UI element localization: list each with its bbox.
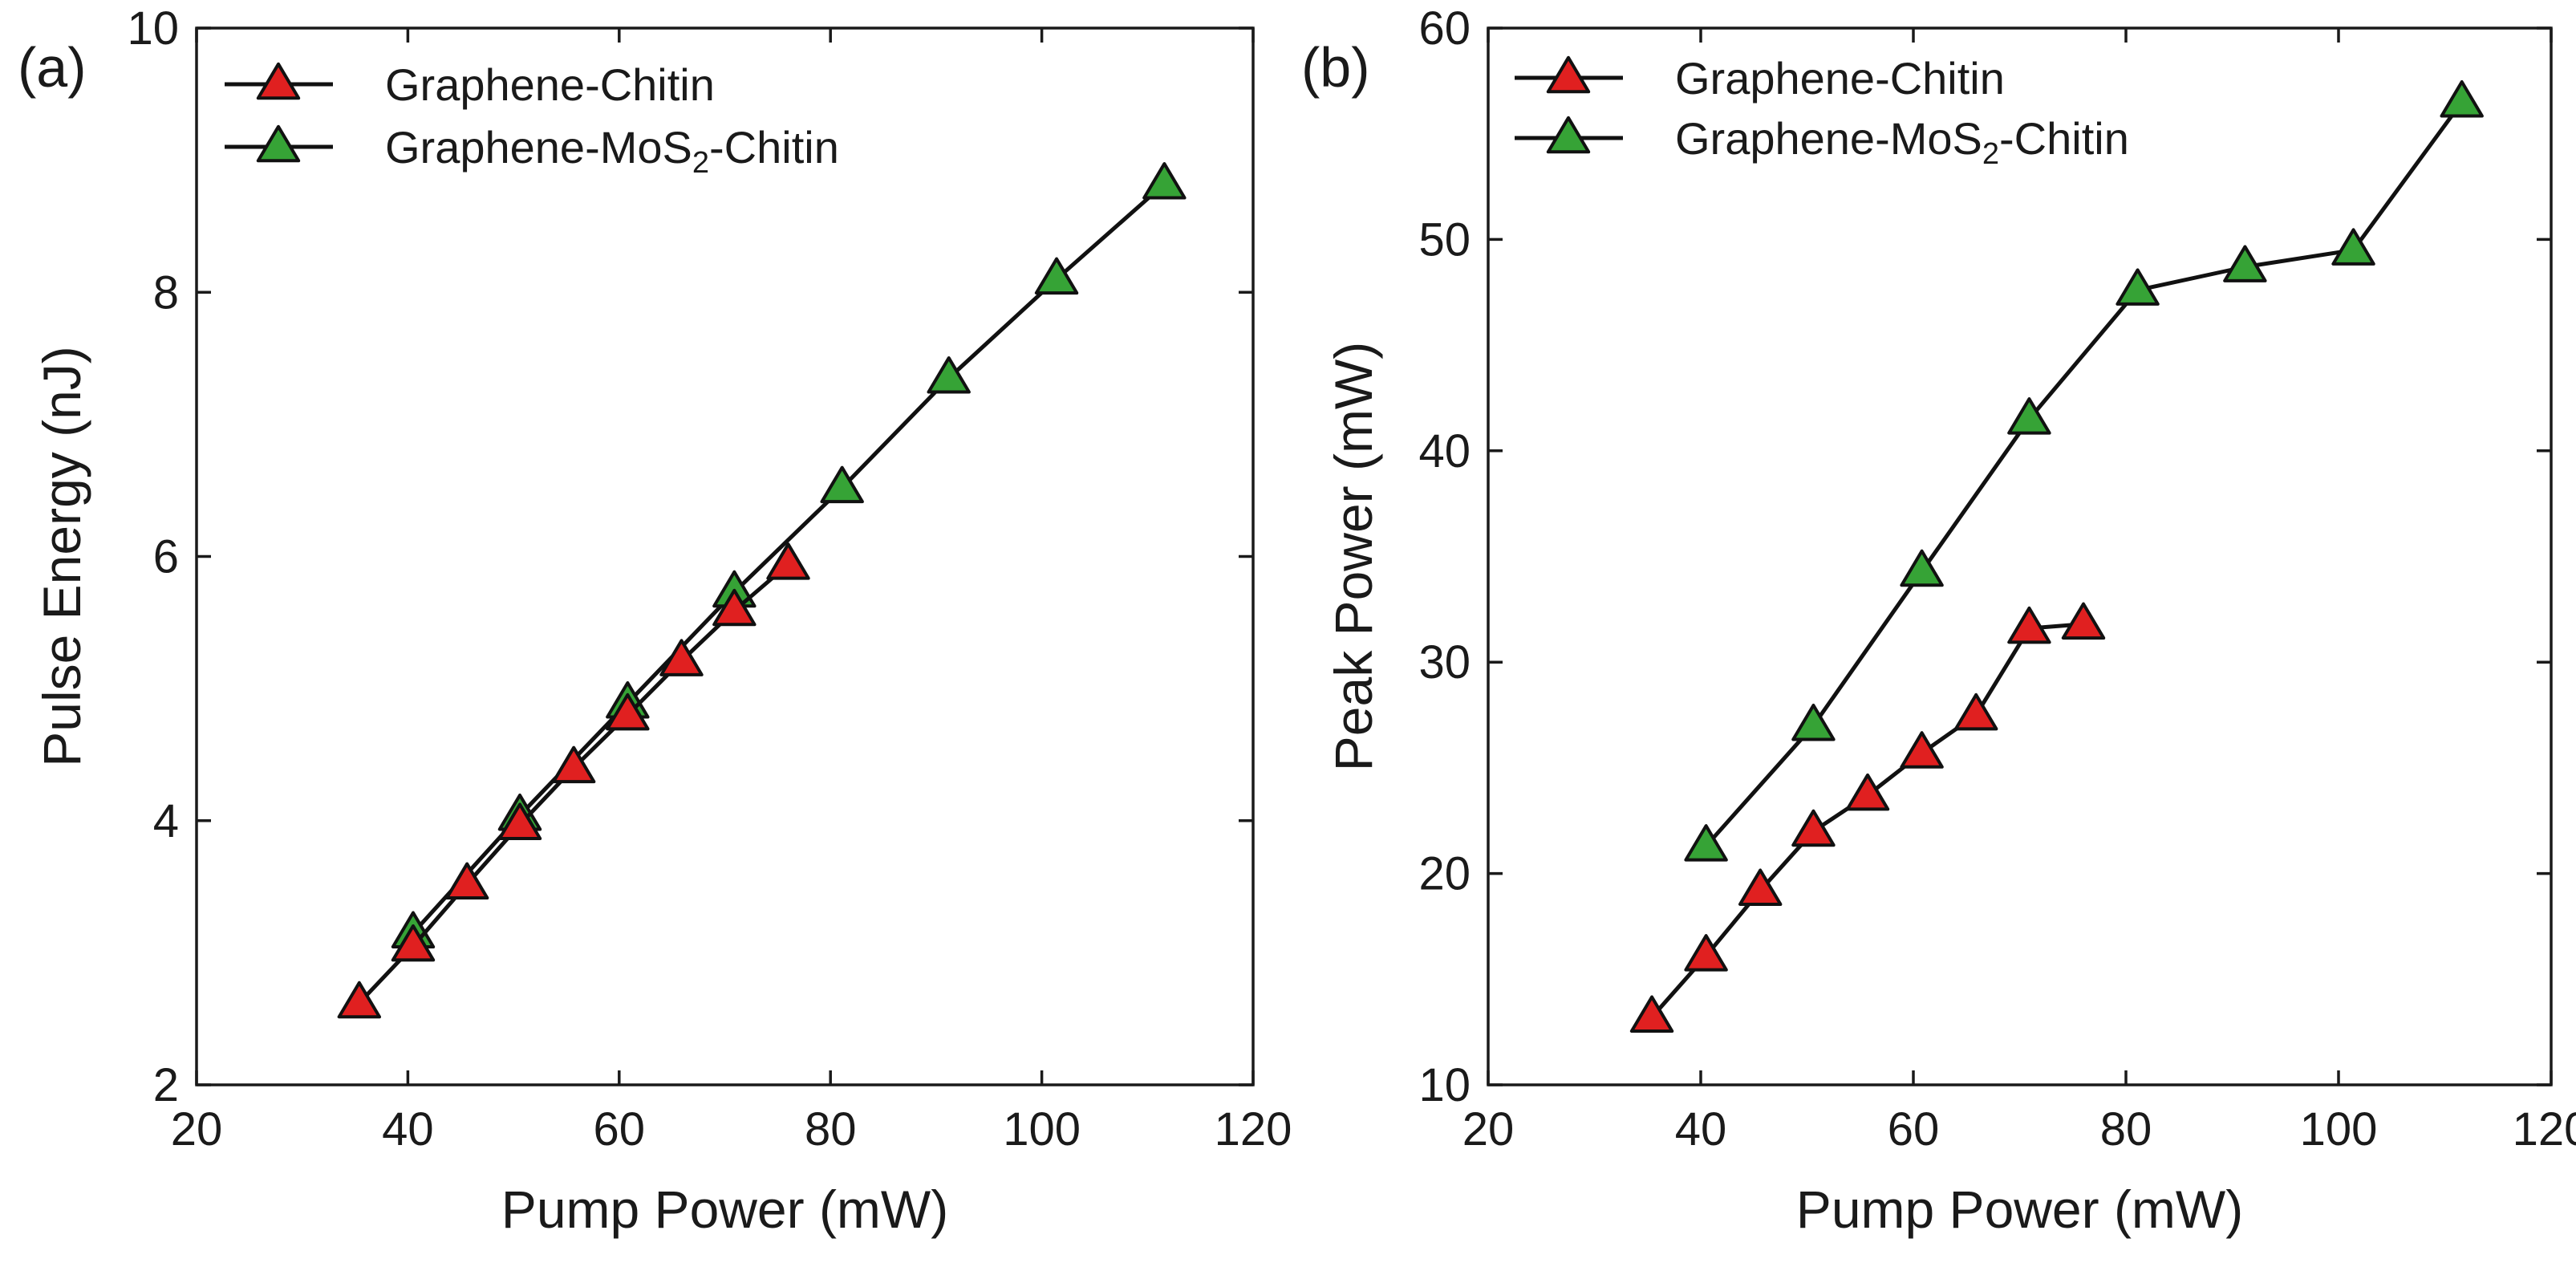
series-graphene-mos2-chitin [1684, 79, 2484, 862]
series-line [412, 182, 1166, 935]
y-tick-label: 10 [127, 2, 179, 55]
data-point-marker [712, 588, 757, 627]
data-point-marker [1791, 704, 1836, 741]
data-point-marker [1738, 868, 1783, 906]
data-point-marker [1684, 934, 1728, 972]
y-axis-title: Peak Power (mW) [1324, 342, 1383, 771]
y-tick-label: 2 [153, 1059, 179, 1111]
x-axis-title: Pump Power (mW) [1796, 1180, 2243, 1239]
y-tick-label: 40 [1418, 425, 1471, 477]
x-tick-label: 100 [2300, 1103, 2378, 1155]
data-point-marker [1142, 162, 1187, 200]
legend: Graphene-Chitin Graphene-MoS2-Chitin [225, 59, 839, 180]
x-tick-label: 60 [594, 1103, 646, 1155]
data-point-marker [927, 356, 971, 394]
panel-b: 20406080100120102030405060Pump Power (mW… [1301, 2, 2576, 1239]
data-point-marker [2440, 79, 2484, 118]
legend-marker [1546, 55, 1591, 94]
x-axis-title: Pump Power (mW) [501, 1180, 948, 1239]
data-point-marker [820, 465, 864, 504]
x-tick-label: 120 [2513, 1103, 2576, 1155]
x-tick-label: 20 [171, 1103, 223, 1155]
plot-frame [1487, 26, 2553, 1086]
data-point-marker [444, 862, 489, 900]
x-tick-label: 40 [382, 1103, 434, 1155]
data-point-marker [659, 639, 704, 676]
y-tick-label: 60 [1418, 2, 1471, 55]
y-tick-label: 30 [1418, 636, 1471, 688]
panel-a: 20 40 60 80 100 120 2 4 6 8 10 Pump Power (mW) Pulse… [18, 2, 1292, 1239]
series-graphene-chitin [337, 542, 810, 1019]
y-tick-label: 10 [1418, 1059, 1471, 1111]
data-point-marker [2116, 268, 2160, 306]
y-tick-label: 50 [1418, 213, 1471, 266]
legend-entry: Graphene-MoS2-Chitin [225, 122, 839, 180]
data-point-marker [1791, 809, 1836, 847]
y-axis-title: Pulse Energy (nJ) [32, 346, 91, 767]
data-point-marker [2061, 602, 2106, 640]
data-point-marker [1629, 995, 1674, 1033]
data-point-marker [1684, 824, 1728, 862]
series-graphene-chitin [1629, 602, 2106, 1033]
data-point-marker [606, 692, 650, 731]
data-point-marker [2007, 397, 2051, 435]
data-point-marker [766, 542, 810, 580]
legend-entry: Graphene-Chitin [1515, 53, 2005, 104]
plot-frame [195, 26, 1255, 1086]
y-tick-label: 6 [153, 531, 179, 583]
legend: Graphene-Chitin Graphene-MoS2-Chitin [1515, 53, 2129, 171]
data-point-marker [1845, 773, 1890, 811]
legend-marker [256, 62, 301, 100]
x-tick-label: 80 [805, 1103, 857, 1155]
x-tick-label: 120 [1215, 1103, 1292, 1155]
legend-label: Graphene-MoS2-Chitin [385, 122, 839, 180]
y-tick-label: 4 [153, 795, 179, 847]
data-point-marker [391, 924, 436, 962]
legend-marker [1546, 116, 1591, 154]
legend-marker [256, 124, 301, 163]
data-point-marker [551, 745, 596, 784]
panel-label: (b) [1301, 36, 1370, 99]
data-point-marker [497, 802, 542, 840]
data-point-marker [1953, 692, 1998, 731]
data-point-marker [2331, 228, 2375, 266]
x-tick-label: 20 [1462, 1103, 1515, 1155]
x-tick-label: 40 [1675, 1103, 1727, 1155]
y-tick-label: 8 [153, 266, 179, 319]
data-point-marker [337, 981, 382, 1019]
legend-entry: Graphene-MoS2-Chitin [1515, 113, 2129, 171]
y-tick-label: 20 [1418, 848, 1471, 900]
legend-entry: Graphene-Chitin [225, 59, 715, 110]
data-point-marker [2007, 606, 2051, 644]
data-point-marker [2223, 245, 2267, 282]
x-tick-label: 60 [1888, 1103, 1940, 1155]
legend-label: Graphene-MoS2-Chitin [1675, 113, 2129, 171]
data-point-marker [1034, 257, 1079, 295]
x-tick-label: 80 [2100, 1103, 2152, 1155]
x-tick-label: 100 [1003, 1103, 1081, 1155]
legend-label: Graphene-Chitin [1675, 53, 2005, 104]
series-line [1704, 100, 2464, 848]
data-point-marker [1900, 549, 1944, 587]
data-point-marker [1900, 731, 1944, 769]
panel-label: (a) [18, 36, 87, 99]
legend-label: Graphene-Chitin [385, 59, 715, 110]
